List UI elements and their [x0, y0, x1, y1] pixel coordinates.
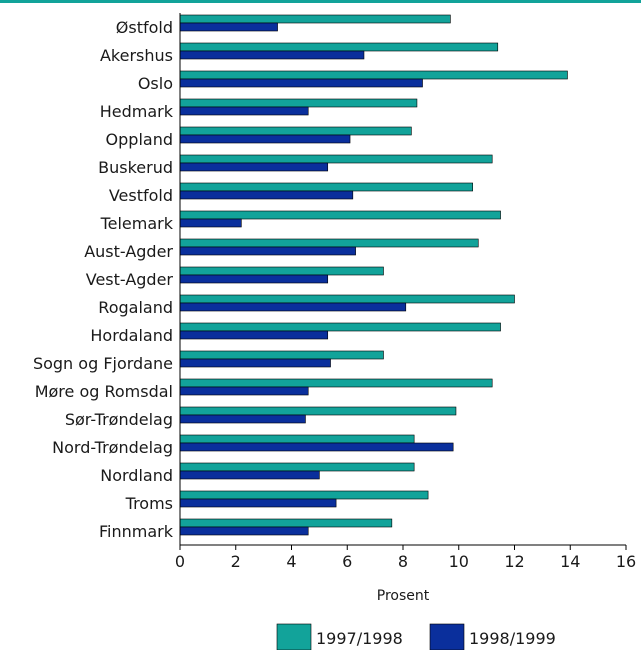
- bar-2-7: [179, 218, 242, 228]
- category-label: Sør-Trøndelag: [65, 410, 173, 429]
- bar-2-1: [179, 50, 365, 60]
- bar-2-14: [179, 414, 306, 424]
- x-tick-label: 4: [286, 552, 296, 571]
- x-tick-label: 2: [231, 552, 241, 571]
- bar-2-18: [179, 526, 309, 536]
- bar-1-4: [179, 126, 412, 136]
- category-label: Rogaland: [98, 298, 173, 317]
- x-tick-label: 10: [449, 552, 469, 571]
- bar-2-10: [179, 302, 407, 312]
- x-tick-label: 6: [342, 552, 352, 571]
- category-label: Østfold: [116, 18, 173, 37]
- x-tick-label: 14: [560, 552, 580, 571]
- category-label: Vest-Agder: [86, 270, 174, 289]
- bar-1-5: [179, 154, 493, 164]
- bar-1-13: [179, 378, 493, 388]
- bar-2-3: [179, 106, 309, 116]
- bar-1-7: [179, 210, 501, 220]
- category-label: Buskerud: [98, 158, 173, 177]
- legend-label-1: 1997/1998: [316, 629, 403, 648]
- category-label: Nordland: [100, 466, 173, 485]
- bar-2-4: [179, 134, 351, 144]
- category-label: Akershus: [100, 46, 173, 65]
- category-label: Vestfold: [109, 186, 173, 205]
- bar-2-17: [179, 498, 337, 508]
- legend-swatch-2: [429, 623, 465, 650]
- bar-2-6: [179, 190, 354, 200]
- bar-1-10: [179, 294, 515, 304]
- category-label: Sogn og Fjordane: [33, 354, 173, 373]
- top-rule: [0, 0, 641, 3]
- bar-1-6: [179, 182, 473, 192]
- bar-1-2: [179, 70, 568, 80]
- bar-1-14: [179, 406, 457, 416]
- bar-1-12: [179, 350, 384, 360]
- category-label: Hedmark: [100, 102, 174, 121]
- legend-label-2: 1998/1999: [469, 629, 556, 648]
- bar-2-0: [179, 22, 278, 32]
- bar-1-15: [179, 434, 415, 444]
- bar-2-16: [179, 470, 320, 480]
- bar-1-16: [179, 462, 415, 472]
- bar-2-9: [179, 274, 329, 284]
- category-label: Møre og Romsdal: [35, 382, 173, 401]
- bar-1-18: [179, 518, 393, 528]
- bar-1-11: [179, 322, 501, 332]
- x-tick-label: 8: [398, 552, 408, 571]
- category-label: Aust-Agder: [84, 242, 173, 261]
- x-tick-label: 12: [504, 552, 524, 571]
- category-label: Troms: [125, 494, 173, 513]
- bar-1-9: [179, 266, 384, 276]
- category-label: Finnmark: [99, 522, 174, 541]
- category-label: Hordaland: [90, 326, 173, 345]
- bar-1-3: [179, 98, 418, 108]
- legend-swatch-1: [276, 623, 312, 650]
- x-axis-title: Prosent: [377, 588, 430, 604]
- bar-2-8: [179, 246, 356, 256]
- category-label: Oppland: [106, 130, 173, 149]
- bar-1-1: [179, 42, 499, 52]
- bar-2-5: [179, 162, 329, 172]
- bar-2-11: [179, 330, 329, 340]
- category-label: Telemark: [100, 214, 174, 233]
- bar-2-12: [179, 358, 331, 368]
- bar-1-8: [179, 238, 479, 248]
- bar-2-13: [179, 386, 309, 396]
- bar-1-17: [179, 490, 429, 500]
- x-tick-label: 16: [616, 552, 636, 571]
- category-label: Oslo: [138, 74, 173, 93]
- bar-2-2: [179, 78, 423, 88]
- x-tick-label: 0: [175, 552, 185, 571]
- bar-2-15: [179, 442, 454, 452]
- bar-1-0: [179, 14, 451, 24]
- category-label: Nord-Trøndelag: [52, 438, 173, 457]
